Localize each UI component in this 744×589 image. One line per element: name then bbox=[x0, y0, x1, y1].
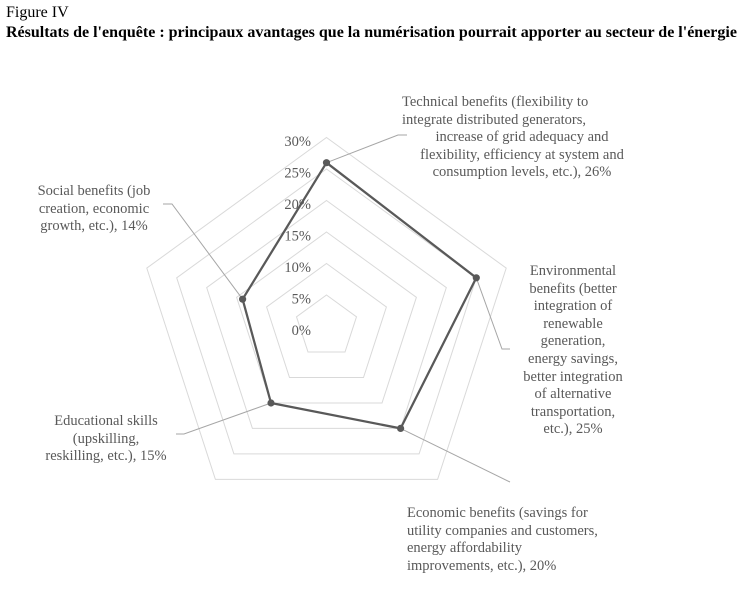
leader-lines bbox=[163, 134, 511, 483]
data-label-line: flexibility, efficiency at system and bbox=[420, 146, 624, 163]
grid-ring-30 bbox=[146, 136, 507, 480]
tick-label-0: 0% bbox=[292, 323, 311, 339]
leader-line-environmental bbox=[475, 277, 510, 350]
data-label-environmental: Environmental benefits (better integrati… bbox=[510, 263, 636, 439]
leader-line-social bbox=[163, 203, 244, 300]
data-label-line: (upskilling, bbox=[72, 430, 140, 447]
data-label-line: Technical benefits (flexibility to bbox=[402, 94, 589, 110]
data-label-line: growth, etc.), 14% bbox=[40, 218, 148, 235]
data-label-social: Social benefits (job creation, economic … bbox=[26, 183, 162, 236]
data-label-line: of alternative bbox=[534, 386, 612, 403]
data-point-technical bbox=[322, 159, 331, 167]
data-point-environmental bbox=[472, 274, 480, 282]
data-point-economic bbox=[397, 424, 405, 432]
data-label-line: generation, bbox=[540, 333, 606, 350]
data-label-line: creation, economic bbox=[38, 200, 150, 217]
data-label-line: integration of bbox=[533, 298, 613, 315]
data-label-line: renewable bbox=[543, 315, 603, 332]
data-label-educational: Educational skills (upskilling, reskilli… bbox=[36, 413, 176, 466]
data-label-line: consumption levels, etc.), 26% bbox=[432, 164, 612, 181]
data-point-educational bbox=[267, 399, 275, 407]
figure-title: Résultats de l'enquête : principaux avan… bbox=[6, 24, 737, 41]
grid-ring-10 bbox=[266, 262, 387, 378]
series-line bbox=[241, 161, 478, 430]
data-label-line: etc.), 25% bbox=[543, 421, 603, 438]
figure-label: Figure IV bbox=[6, 4, 69, 21]
data-label-line: transportation, bbox=[530, 403, 616, 420]
tick-label-5: 5% bbox=[292, 292, 311, 308]
leader-line-educational bbox=[176, 402, 272, 435]
data-label-line: Social benefits (job bbox=[37, 183, 151, 199]
grid-ring-25 bbox=[176, 168, 477, 455]
data-label-line: energy savings, bbox=[528, 350, 618, 367]
data-label-line: Educational skills bbox=[54, 413, 158, 429]
data-label-line: utility companies and customers, bbox=[407, 522, 598, 539]
grid-ring-5 bbox=[295, 294, 358, 353]
data-label-line: increase of grid adequacy and bbox=[435, 129, 609, 146]
data-label-line: improvements, etc.), 20% bbox=[407, 557, 557, 574]
tick-label-10: 10% bbox=[284, 260, 311, 276]
leader-line-technical bbox=[326, 134, 407, 164]
data-label-line: integrate distributed generators, bbox=[402, 111, 587, 128]
tick-label-30: 30% bbox=[284, 134, 311, 150]
data-label-line: reskilling, etc.), 15% bbox=[45, 448, 167, 465]
series-technical-environmental-economic-educational-social bbox=[239, 159, 480, 432]
data-point-social bbox=[239, 295, 247, 303]
leader-line-economic bbox=[400, 427, 511, 483]
radar-tick-labels: 0% 5% 10% 15% 20% 25% 30% bbox=[284, 134, 311, 339]
data-label-line: benefits (better bbox=[529, 280, 617, 297]
tick-label-15: 15% bbox=[284, 229, 311, 245]
data-label-line: Environmental bbox=[529, 263, 617, 279]
grid-ring-20 bbox=[206, 199, 447, 429]
data-label-line: better integration bbox=[523, 368, 623, 385]
data-label-economic: Economic benefits (savings for utility c… bbox=[407, 505, 647, 575]
tick-label-25: 25% bbox=[284, 166, 311, 182]
data-label-line: energy affordability bbox=[407, 540, 523, 557]
tick-label-20: 20% bbox=[284, 197, 311, 213]
data-label-technical: Technical benefits (flexibility to integ… bbox=[402, 94, 642, 182]
data-label-line: Economic benefits (savings for bbox=[407, 505, 588, 521]
